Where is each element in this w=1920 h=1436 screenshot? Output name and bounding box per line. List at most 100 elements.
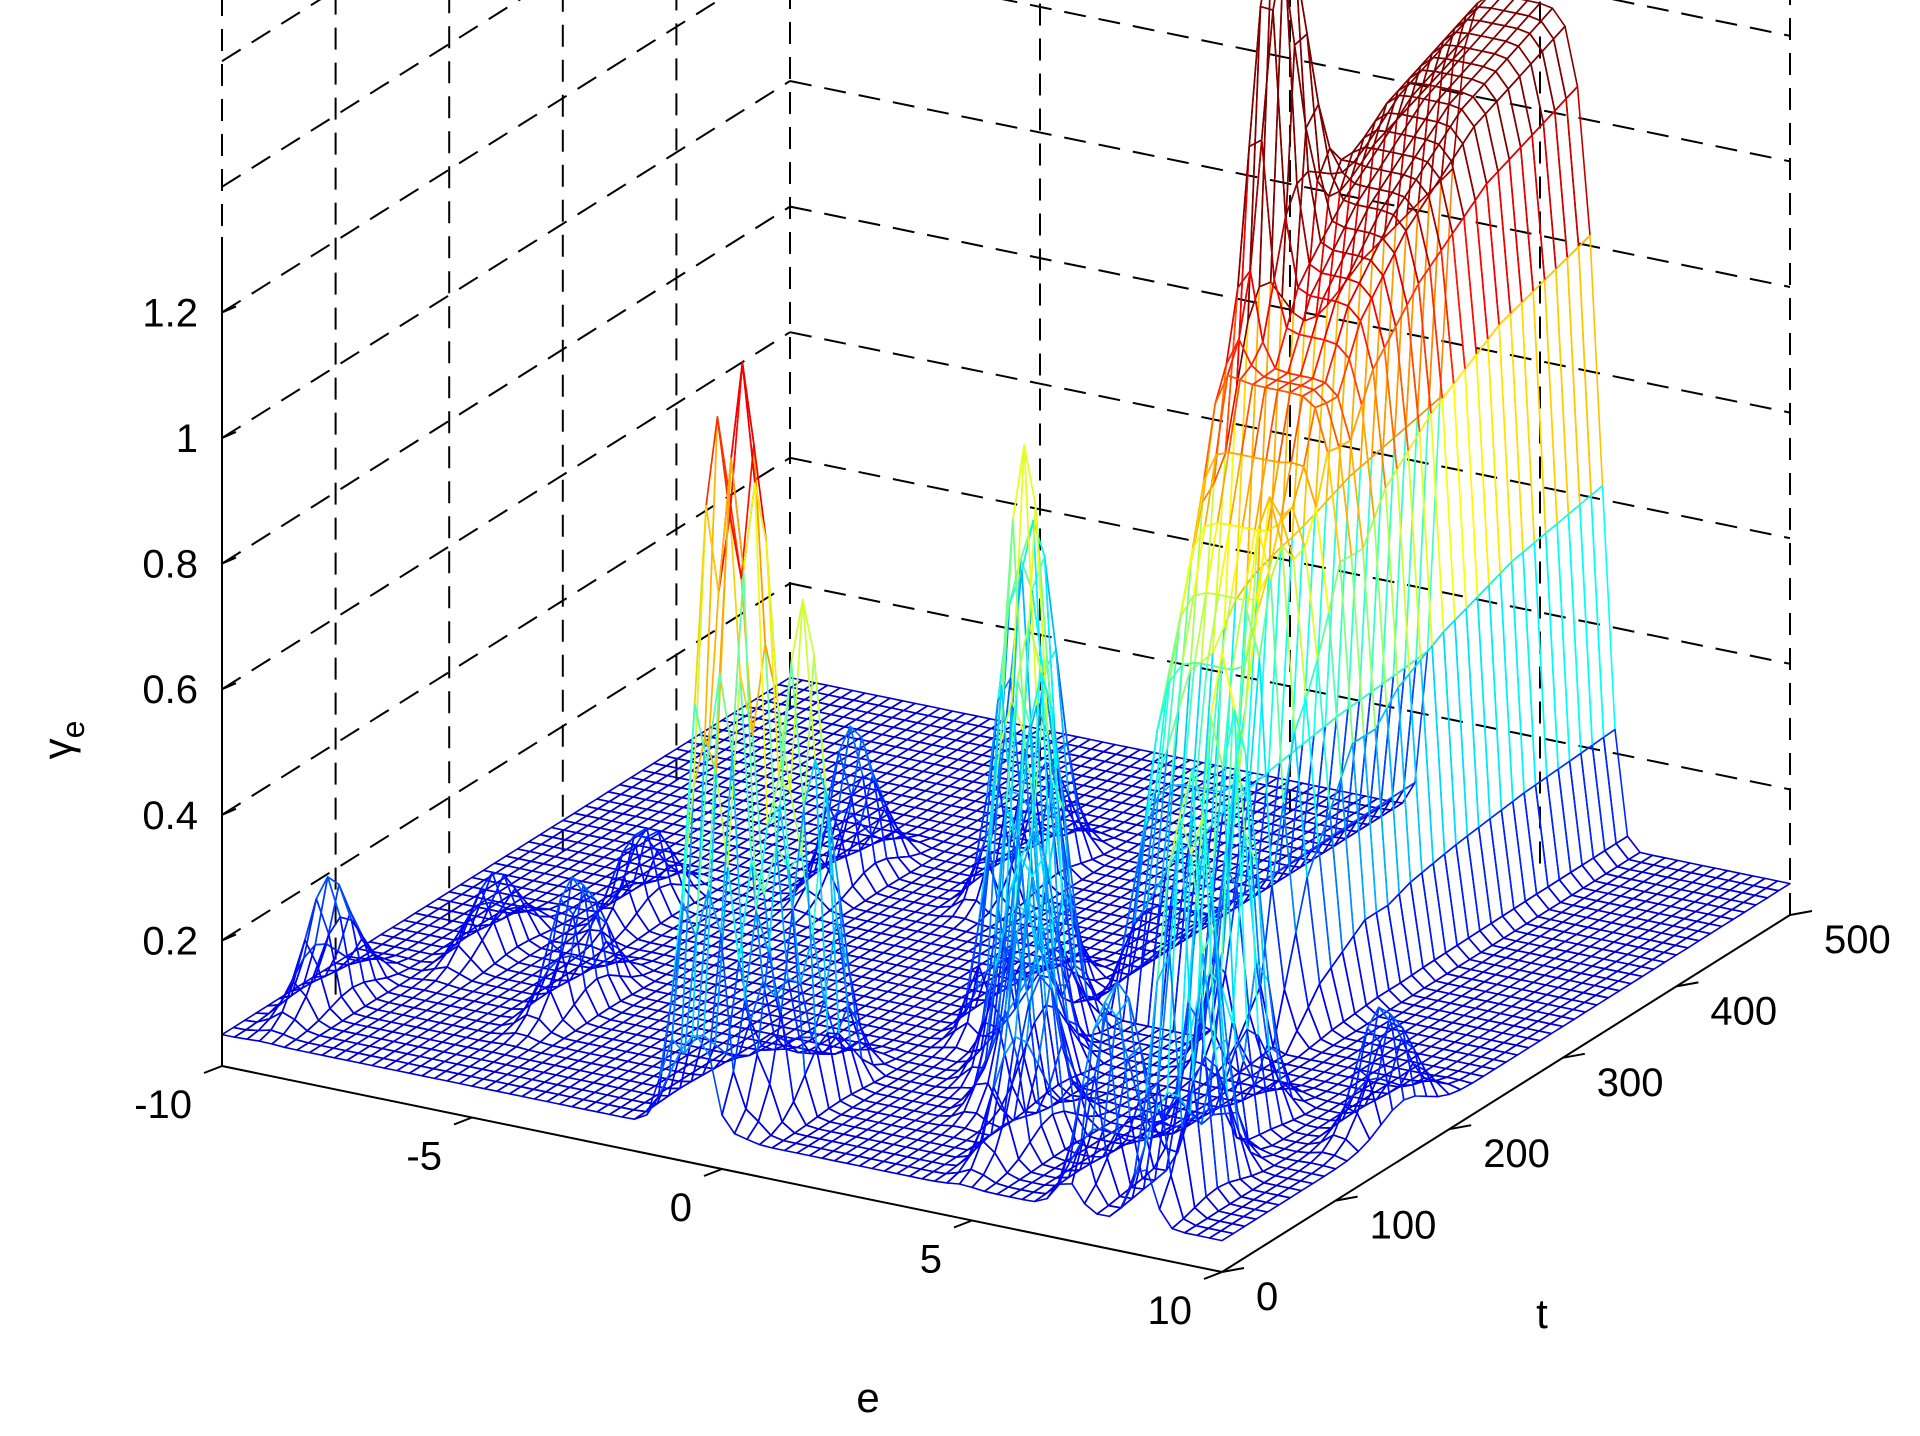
mesh-cell	[1500, 800, 1527, 910]
mesh-cell	[1146, 1081, 1172, 1210]
mesh-cell	[1506, 45, 1532, 78]
mesh-cell	[1291, 1097, 1318, 1116]
mesh-cell	[1489, 809, 1515, 917]
mesh-cell	[1006, 1158, 1032, 1181]
mesh-cell	[1477, 817, 1504, 925]
mesh-cell	[1182, 1206, 1208, 1227]
mesh-cell	[1540, 7, 1566, 40]
mesh-cell	[1398, 881, 1424, 977]
mesh-cell	[816, 1107, 843, 1123]
mesh-cell	[1171, 1217, 1197, 1234]
z-tick-label: 0.6	[142, 668, 198, 712]
mesh-cell	[648, 922, 674, 937]
mesh-cell	[1465, 596, 1491, 829]
mesh-cell	[1348, 319, 1374, 406]
mesh-cell	[1523, 784, 1549, 895]
mesh-cell	[1512, 792, 1538, 903]
mesh-cell	[939, 1110, 965, 1127]
mesh-cell	[1399, 974, 1425, 997]
z-tick-mark	[221, 556, 237, 565]
mesh-cell	[306, 1019, 332, 1037]
mesh-cell	[849, 1045, 876, 1090]
mesh-cell	[721, 1070, 747, 1135]
mesh-cell	[748, 1044, 774, 1057]
mesh-cell	[1499, 560, 1525, 803]
z-tick-mark	[221, 933, 237, 942]
mesh-cell	[770, 1121, 796, 1142]
mesh-cell	[758, 1134, 785, 1149]
z-tick-mark	[221, 431, 237, 439]
mesh-cell	[1442, 619, 1469, 846]
mesh-cell	[1204, 1056, 1230, 1189]
mesh-cell	[1466, 6, 1492, 22]
mesh-cell	[933, 1171, 960, 1184]
mesh-cell	[1317, 810, 1344, 969]
mesh-cell	[550, 1018, 577, 1040]
y-tick-mark	[1676, 981, 1699, 988]
grid-line-z	[221, 0, 721, 314]
z-tick-label: 0.2	[142, 919, 198, 963]
mesh-cell	[1554, 97, 1580, 259]
mesh-cell	[597, 1007, 623, 1021]
mesh-cell	[1158, 1174, 1185, 1230]
mesh-cell	[374, 976, 401, 994]
mesh-cell	[982, 1151, 1009, 1184]
svg-text:γe: γe	[34, 721, 91, 760]
mesh-cell	[317, 1007, 344, 1030]
mesh-cell	[1322, 274, 1348, 303]
mesh-cell	[505, 945, 531, 964]
mesh-cell	[1496, 88, 1522, 161]
mesh-cell	[1532, 279, 1558, 535]
mesh-cell	[1577, 234, 1604, 497]
mesh-cell	[733, 1108, 760, 1141]
mesh-cell	[1455, 18, 1481, 35]
y-tick-mark	[1449, 1124, 1472, 1131]
mesh-cell	[1228, 1178, 1254, 1198]
mesh-cell	[671, 908, 697, 923]
y-tick-label: 0	[1256, 1275, 1278, 1319]
y-axis-line	[1221, 914, 1791, 1273]
mesh-cell	[681, 883, 707, 904]
mesh-cell	[1399, 95, 1425, 118]
mesh-cell	[1284, 1030, 1311, 1058]
mesh-cell	[1345, 1112, 1371, 1153]
mesh-cell	[271, 1033, 297, 1049]
grid-line-z	[221, 0, 322, 63]
y-tick-label: 300	[1597, 1061, 1664, 1105]
mesh-cell	[1308, 1038, 1335, 1054]
mesh-cell	[562, 1003, 588, 1032]
z-axis-label-subscript: e	[55, 721, 91, 739]
mesh-cell	[1494, 57, 1521, 90]
grid-line-z	[221, 80, 791, 439]
mesh-cell	[1591, 736, 1617, 852]
mesh-cell	[1205, 1186, 1231, 1212]
mesh-cell	[971, 1174, 997, 1193]
mesh-cell	[872, 1063, 898, 1077]
mesh-cell	[293, 995, 320, 1032]
mesh-cell	[1206, 593, 1232, 669]
mesh-cell	[1508, 146, 1534, 304]
mesh-cell	[1521, 290, 1547, 544]
mesh-cell	[373, 952, 399, 979]
mesh-cell	[1432, 853, 1458, 954]
mesh-cell	[1498, 312, 1524, 563]
mesh-cell	[938, 1102, 964, 1117]
mesh-cell	[907, 838, 933, 855]
mesh-cell	[1474, 182, 1500, 341]
mesh-cell	[1484, 100, 1511, 173]
mesh-cell	[1476, 584, 1503, 820]
mesh-cell	[839, 1093, 865, 1109]
mesh-cell	[1438, 126, 1464, 162]
mesh-cell	[1170, 1127, 1196, 1220]
mesh-cell	[606, 923, 632, 978]
mesh-cell	[897, 855, 923, 874]
y-tick-label: 400	[1710, 989, 1777, 1033]
surface-mesh	[221, 0, 1791, 1242]
mesh-cell	[1466, 826, 1492, 932]
x-tick-mark	[703, 1168, 723, 1177]
mesh-cell	[1223, 319, 1249, 628]
mesh-cell	[1546, 768, 1572, 881]
mesh-cell	[1431, 631, 1457, 855]
mesh-cell	[1344, 229, 1371, 257]
